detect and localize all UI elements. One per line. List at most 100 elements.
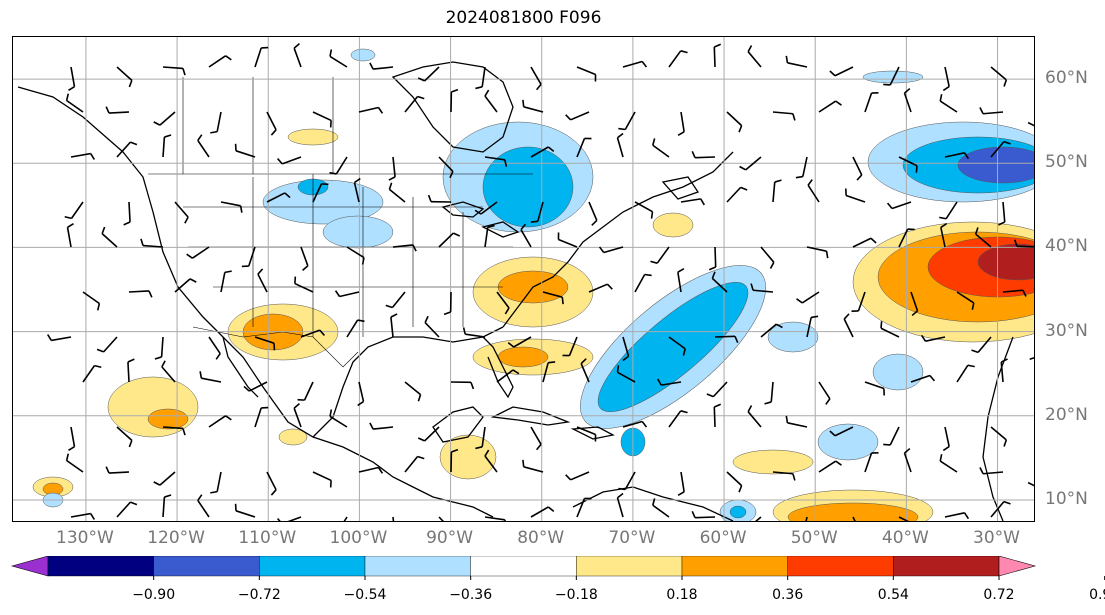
wind-barb xyxy=(802,156,808,177)
lon-label: 100°W xyxy=(329,528,388,548)
wind-barb xyxy=(343,516,348,521)
wind-barb-flag xyxy=(67,222,74,228)
wind-barb xyxy=(713,46,716,68)
wind-barb-flag xyxy=(329,49,333,57)
wind-barb xyxy=(312,183,323,203)
wind-barb xyxy=(523,106,544,113)
wind-barb-flag xyxy=(148,290,153,298)
wind-barb xyxy=(303,381,314,401)
map-canvas xyxy=(13,37,1034,521)
wind-barb xyxy=(281,156,302,165)
wind-barb-flag xyxy=(184,216,189,224)
wind-barb xyxy=(806,317,812,338)
wind-barb-flag xyxy=(617,492,624,499)
wind-barb xyxy=(484,516,505,521)
wind-barb-flag xyxy=(417,455,425,460)
wind-barb xyxy=(513,336,532,348)
wind-barb xyxy=(983,471,1004,475)
wind-barb xyxy=(925,336,946,342)
colorbar-tick-label: −0.72 xyxy=(237,587,281,603)
wind-barb-flag xyxy=(677,131,685,136)
wind-barb-flag xyxy=(123,221,131,226)
wind-barb-flag xyxy=(979,107,984,115)
wind-barb xyxy=(142,244,164,248)
colorbar xyxy=(10,556,1105,580)
wind-barb-flag xyxy=(161,360,166,368)
wind-barb xyxy=(990,426,1007,441)
wind-barb-flag xyxy=(189,278,197,283)
wind-barb xyxy=(898,516,910,521)
anomaly-contour xyxy=(497,346,549,368)
wind-barb-flag xyxy=(90,153,96,160)
wind-barb-flag xyxy=(883,443,891,446)
wind-barb xyxy=(197,139,210,158)
wind-barb xyxy=(787,422,808,428)
colorbar-tick-label: −0.54 xyxy=(343,587,387,603)
wind-barb-flag xyxy=(96,303,101,311)
wind-barb xyxy=(216,471,222,492)
wind-barb xyxy=(576,426,596,436)
anomaly-contour xyxy=(787,502,919,521)
wind-barb-flag xyxy=(713,43,722,48)
wind-barb xyxy=(616,137,624,158)
wind-barb xyxy=(116,501,131,518)
colorbar-tick-label: 0.18 xyxy=(666,587,698,603)
wind-barb xyxy=(677,272,682,293)
wind-barb xyxy=(801,291,820,304)
wind-barb-flag xyxy=(580,358,587,365)
wind-barb xyxy=(975,233,992,248)
wind-barb-flag xyxy=(243,385,250,392)
wind-barb xyxy=(843,318,854,338)
wind-barb xyxy=(191,246,210,259)
wind-barb-flag xyxy=(843,313,850,320)
wind-barb xyxy=(576,498,586,518)
wind-barb-flag xyxy=(140,238,144,246)
wind-barb-flag xyxy=(565,474,572,481)
wind-barb xyxy=(174,201,189,218)
wind-barb xyxy=(760,246,775,263)
anomaly-shading xyxy=(32,48,1034,521)
wind-barb-flag xyxy=(127,358,135,363)
graticule xyxy=(13,37,1034,521)
wind-barb-flag xyxy=(1029,356,1034,361)
wind-barb xyxy=(558,238,578,248)
wind-barb xyxy=(903,92,912,113)
wind-barb xyxy=(392,516,395,521)
lon-label: 50°W xyxy=(790,528,838,548)
wind-barb-flag xyxy=(293,42,300,49)
wind-barb-flag xyxy=(792,113,796,121)
wind-barb-flag xyxy=(680,410,688,414)
wind-barb xyxy=(818,100,837,113)
anomaly-contour xyxy=(482,146,574,228)
wind-barb xyxy=(294,282,314,293)
wind-barb xyxy=(353,182,360,203)
wind-barb xyxy=(220,201,241,207)
wind-barb-flag xyxy=(1027,121,1034,127)
wind-barb-flag xyxy=(329,171,337,175)
wind-barb xyxy=(891,201,912,210)
wind-barb-flag xyxy=(470,382,475,390)
wind-barb xyxy=(162,66,184,70)
wind-barb-flag xyxy=(276,158,283,165)
wind-barb-flag xyxy=(738,125,743,133)
wind-barb-flag xyxy=(769,261,775,269)
wind-barb-flag xyxy=(691,150,696,159)
wind-barb xyxy=(713,406,716,428)
wind-barb-flag xyxy=(652,138,656,146)
wind-barb-flag xyxy=(785,415,789,423)
wind-barb xyxy=(568,336,578,356)
wind-barb xyxy=(852,156,863,176)
wind-barb xyxy=(108,111,130,114)
wind-barb-flag xyxy=(644,273,652,277)
wind-barb xyxy=(70,512,91,518)
anomaly-contour xyxy=(262,179,384,225)
wind-barb xyxy=(576,66,596,76)
wind-barb-flag xyxy=(708,266,717,271)
wind-barb-flag xyxy=(907,228,915,231)
wind-barb-flag xyxy=(775,323,783,329)
wind-barb xyxy=(287,516,302,521)
map-panel[interactable] xyxy=(12,36,1035,522)
wind-barb-flag xyxy=(443,311,451,316)
wind-barb-flag xyxy=(128,440,133,448)
colorbar-segment xyxy=(364,556,471,577)
